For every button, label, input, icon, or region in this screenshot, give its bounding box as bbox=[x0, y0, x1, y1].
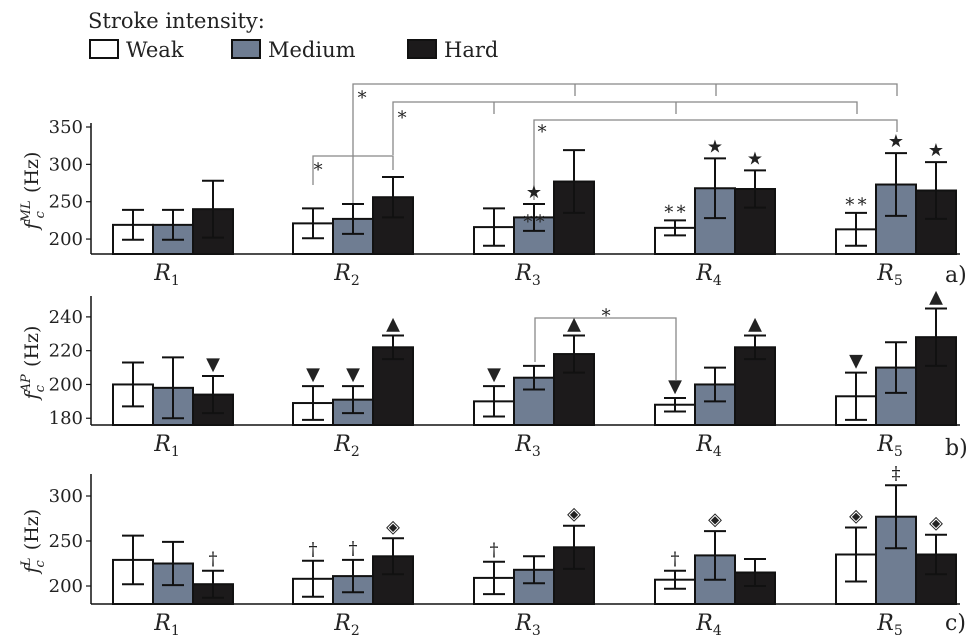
bracket-r3-medium-r4-weak bbox=[534, 317, 677, 380]
category-label: R2 bbox=[333, 611, 360, 637]
y-tick-label: 180 bbox=[49, 408, 83, 429]
category-label: R3 bbox=[514, 261, 541, 289]
significance-marker: ◈ bbox=[849, 506, 863, 527]
significance-marker: ▼ bbox=[346, 364, 360, 385]
bracket-r2-hard-r5 bbox=[392, 101, 858, 155]
panel-label: a) bbox=[945, 263, 967, 288]
bracket-star: ∗ bbox=[600, 302, 612, 323]
legend-swatch-hard bbox=[407, 39, 437, 59]
significance-marker: ‡ bbox=[892, 463, 901, 484]
y-tick-label: 250 bbox=[49, 192, 83, 213]
bracket-star: ∗ bbox=[536, 118, 548, 139]
category-label: R4 bbox=[695, 611, 722, 637]
bar bbox=[192, 208, 234, 255]
legend-label-weak: Weak bbox=[126, 38, 184, 62]
y-tick-label: 200 bbox=[49, 576, 83, 597]
significance-marker: ◈ bbox=[567, 504, 581, 525]
bar bbox=[553, 180, 595, 255]
significance-marker: ▼ bbox=[206, 354, 220, 375]
significance-marker: ∗∗ bbox=[522, 208, 546, 229]
bracket-r3-medium-r5 bbox=[533, 119, 898, 200]
category-label: R2 bbox=[333, 432, 360, 460]
bracket-r2-medium-r5 bbox=[352, 83, 898, 210]
y-tick-label: 250 bbox=[49, 531, 83, 552]
bar bbox=[372, 346, 414, 427]
category-label: R5 bbox=[876, 611, 903, 637]
category-label: R3 bbox=[514, 432, 541, 460]
significance-marker: ★ bbox=[747, 148, 763, 169]
category-label: R2 bbox=[333, 261, 360, 289]
significance-stars-a: ∗ ∗ ∗ ∗ bbox=[312, 84, 548, 177]
significance-marker: ★ bbox=[928, 140, 944, 161]
significance-marker: ∗∗ bbox=[663, 198, 687, 219]
significance-marker: ▲ bbox=[929, 286, 943, 307]
legend-label-hard: Hard bbox=[444, 38, 498, 62]
category-label: R3 bbox=[514, 611, 541, 637]
significance-marker: † bbox=[309, 539, 318, 560]
significance-marker: ◈ bbox=[386, 516, 400, 537]
significance-marker: ◈ bbox=[708, 509, 722, 530]
significance-marker: † bbox=[490, 540, 499, 561]
y-tick-label: 300 bbox=[49, 154, 83, 175]
category-label: R1 bbox=[153, 611, 180, 637]
y-tick-label: 220 bbox=[49, 341, 83, 362]
category-label: R5 bbox=[876, 432, 903, 460]
bracket-star: ∗ bbox=[396, 104, 408, 125]
y-axis-label: fMLc (Hz) bbox=[19, 152, 48, 232]
legend-swatch-weak bbox=[89, 39, 119, 59]
bracket-ticks-row1 bbox=[574, 84, 717, 96]
significance-marker: ★ bbox=[707, 136, 723, 157]
panel-label: b) bbox=[945, 436, 968, 461]
significance-marker: ▲ bbox=[567, 313, 581, 334]
panel-label: c) bbox=[945, 611, 966, 636]
y-axis-label: fLc (Hz) bbox=[19, 509, 48, 575]
significance-marker: ▼ bbox=[487, 364, 501, 385]
y-tick-label: 350 bbox=[49, 117, 83, 138]
bracket-ticks-row2 bbox=[493, 102, 677, 114]
bar bbox=[372, 196, 414, 255]
bracket-star: ∗ bbox=[356, 84, 368, 105]
bar bbox=[694, 187, 736, 255]
category-label: R1 bbox=[153, 261, 180, 289]
significance-marker: ▼ bbox=[849, 351, 863, 372]
legend-title: Stroke intensity: bbox=[88, 9, 265, 33]
category-label: R4 bbox=[695, 261, 722, 289]
significance-marker: † bbox=[209, 549, 218, 570]
y-tick-label: 200 bbox=[49, 229, 83, 250]
legend-label-medium: Medium bbox=[268, 38, 356, 62]
category-label: R5 bbox=[876, 261, 903, 289]
significance-marker: ★ bbox=[888, 131, 904, 152]
significance-marker: ▲ bbox=[748, 313, 762, 334]
significance-marker: ▼ bbox=[668, 376, 682, 397]
category-label: R1 bbox=[153, 432, 180, 460]
legend: Stroke intensity: Weak Medium Hard bbox=[88, 9, 498, 62]
y-axis-label: fAPc (Hz) bbox=[19, 326, 48, 402]
significance-bracket-b: ∗ bbox=[534, 302, 677, 380]
y-tick-label: 200 bbox=[49, 374, 83, 395]
significance-marker: † bbox=[349, 538, 358, 559]
significance-marker: † bbox=[671, 549, 680, 570]
y-tick-label: 300 bbox=[49, 486, 83, 507]
significance-marker: ▲ bbox=[386, 313, 400, 334]
legend-swatch-medium bbox=[231, 39, 261, 59]
significance-brackets-a bbox=[312, 83, 898, 210]
significance-marker: ★ bbox=[526, 182, 542, 203]
significance-marker: ∗∗ bbox=[844, 191, 868, 212]
category-label: R4 bbox=[695, 432, 722, 460]
bar bbox=[734, 346, 776, 427]
significance-marker: ◈ bbox=[929, 513, 943, 534]
significance-marker: ▼ bbox=[306, 364, 320, 385]
y-tick-label: 240 bbox=[49, 307, 83, 328]
bracket-star: ∗ bbox=[312, 156, 324, 177]
